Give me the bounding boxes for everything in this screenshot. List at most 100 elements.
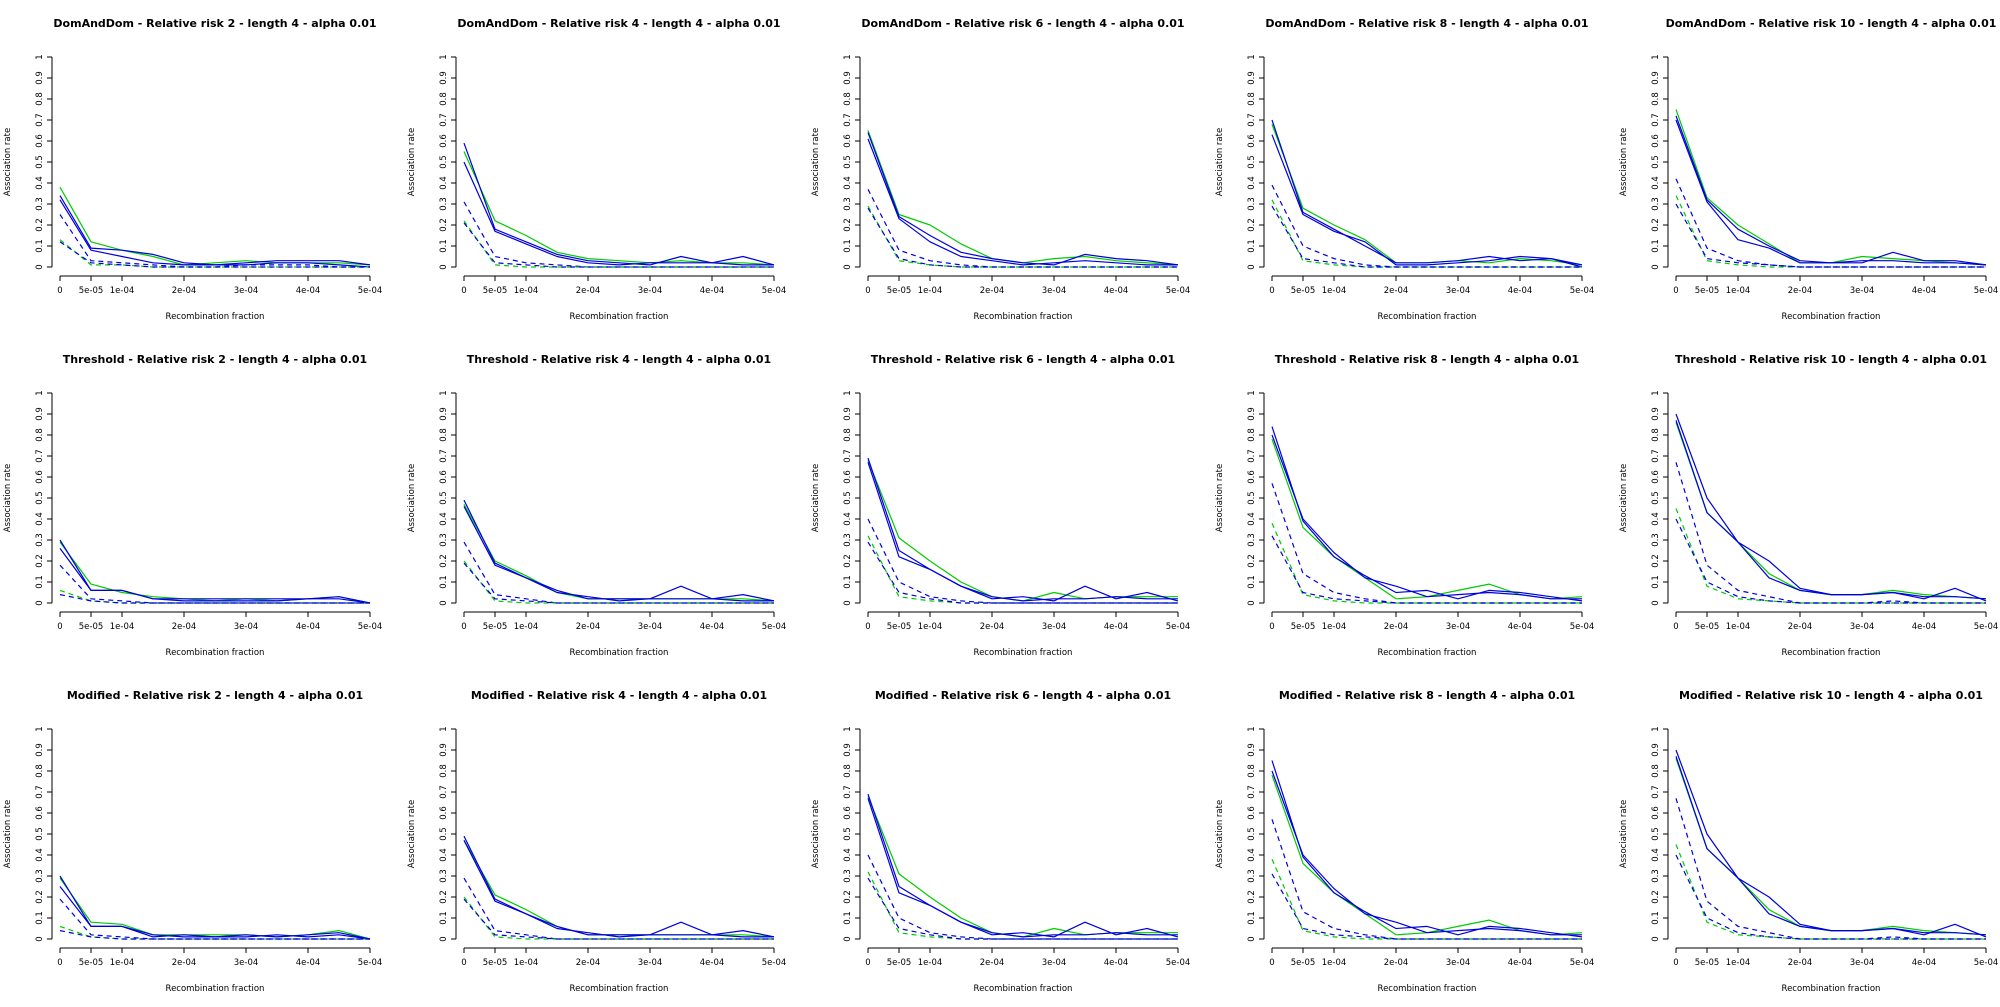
y-tick-label: 0.3 (439, 533, 449, 547)
y-axis-label: Association rate (3, 128, 13, 196)
y-tick-label: 0.4 (843, 512, 853, 526)
x-axis-label: Recombination fraction (570, 984, 669, 994)
series-line-blue-dashed (1271, 483, 1582, 604)
y-tick-label: 0.9 (439, 71, 449, 85)
y-tick-label: 1 (35, 390, 45, 395)
y-tick-label: 1 (843, 54, 853, 59)
x-axis-label: Recombination fraction (1782, 312, 1881, 322)
y-tick-label: 0.8 (439, 92, 449, 106)
series-line-green-dashed (867, 871, 1178, 940)
y-tick-label: 0 (35, 936, 45, 941)
y-tick-label: 0.5 (843, 827, 853, 841)
x-tick-label: 3e-04 (1850, 622, 1875, 632)
x-axis-label: Recombination fraction (166, 984, 265, 994)
x-tick-label: 2e-04 (172, 958, 197, 968)
y-tick-label: 0 (1247, 936, 1257, 941)
chart-panel: Threshold - Relative risk 4 - length 4 -… (404, 336, 804, 671)
chart-title: DomAndDom - Relative risk 6 - length 4 -… (861, 17, 1184, 30)
y-tick-label: 0.3 (439, 869, 449, 883)
y-tick-label: 0 (35, 600, 45, 605)
y-tick-label: 0.8 (1651, 764, 1661, 778)
x-tick-label: 3e-04 (638, 622, 663, 632)
y-tick-label: 0.7 (1651, 113, 1661, 127)
y-tick-label: 0.1 (1247, 911, 1257, 925)
x-tick-label: 1e-04 (110, 622, 135, 632)
x-tick-label: 4e-04 (700, 286, 725, 296)
y-tick-label: 0.7 (1247, 449, 1257, 463)
chart-panel: DomAndDom - Relative risk 6 - length 4 -… (808, 0, 1208, 335)
x-axis-label: Recombination fraction (570, 312, 669, 322)
series-line-green-solid (1271, 123, 1583, 266)
y-tick-label: 0.2 (1651, 554, 1661, 568)
y-tick-label: 0.9 (843, 407, 853, 421)
y-tick-label: 0.5 (439, 491, 449, 505)
x-tick-label: 5e-05 (483, 286, 508, 296)
y-tick-label: 0.7 (35, 113, 45, 127)
x-tick-label: 4e-04 (1104, 286, 1129, 296)
y-tick-label: 0.9 (35, 743, 45, 757)
chart-svg: DomAndDom - Relative risk 4 - length 4 -… (407, 17, 786, 322)
series-line-blue-solid (463, 840, 774, 938)
x-tick-label: 5e-05 (1695, 286, 1720, 296)
chart-panel: Modified - Relative risk 2 - length 4 - … (0, 672, 400, 1007)
series-line-green-dashed (1675, 844, 1986, 940)
x-tick-label: 4e-04 (1508, 622, 1533, 632)
series-line-green-solid (867, 459, 1178, 602)
x-tick-label: 4e-04 (296, 286, 321, 296)
series-line-blue-solid (867, 798, 1178, 938)
y-tick-label: 0 (1247, 264, 1257, 269)
y-tick-label: 0.1 (35, 575, 45, 589)
y-tick-label: 0.3 (1651, 533, 1661, 547)
y-tick-label: 1 (1247, 54, 1257, 59)
series-line-green-solid (463, 151, 775, 266)
y-tick-label: 0 (439, 264, 449, 269)
x-axis-label: Recombination fraction (1782, 648, 1881, 658)
x-tick-label: 0 (57, 958, 62, 968)
y-tick-label: 0.2 (1651, 890, 1661, 904)
y-tick-label: 1 (1247, 726, 1257, 731)
y-tick-label: 0.8 (1247, 428, 1257, 442)
chart-title: Threshold - Relative risk 2 - length 4 -… (63, 353, 367, 366)
y-tick-label: 0.2 (843, 218, 853, 232)
y-tick-label: 0.4 (1247, 512, 1257, 526)
series-line-blue-solid (1271, 770, 1582, 936)
x-tick-label: 4e-04 (296, 958, 321, 968)
y-tick-label: 0.1 (843, 911, 853, 925)
y-tick-label: 0 (35, 264, 45, 269)
y-tick-label: 1 (1651, 54, 1661, 59)
chart-svg: Modified - Relative risk 8 - length 4 - … (1215, 689, 1594, 994)
y-tick-label: 0.5 (1651, 155, 1661, 169)
series-line-blue-solid (463, 506, 774, 602)
y-axis-label: Association rate (811, 464, 821, 532)
x-tick-label: 0 (1673, 286, 1678, 296)
y-tick-label: 0.8 (35, 428, 45, 442)
y-tick-label: 0.7 (1247, 785, 1257, 799)
x-tick-label: 0 (865, 286, 870, 296)
y-tick-label: 0.7 (1651, 449, 1661, 463)
y-tick-label: 0 (1651, 936, 1661, 941)
x-tick-label: 3e-04 (1446, 958, 1471, 968)
x-tick-label: 3e-04 (1042, 286, 1067, 296)
y-tick-label: 0.6 (1651, 134, 1661, 148)
x-tick-label: 2e-04 (980, 286, 1005, 296)
series-line-green-dashed (59, 239, 370, 268)
x-tick-label: 5e-05 (887, 958, 912, 968)
series-line-blue-solid (867, 457, 1179, 602)
y-tick-label: 0.5 (439, 827, 449, 841)
x-tick-label: 3e-04 (1446, 286, 1471, 296)
chart-svg: Modified - Relative risk 10 - length 4 -… (1619, 689, 1998, 994)
y-tick-label: 0.2 (35, 890, 45, 904)
x-tick-label: 3e-04 (234, 622, 259, 632)
chart-title: DomAndDom - Relative risk 2 - length 4 -… (53, 17, 376, 30)
series-line-blue-solid (59, 199, 371, 268)
x-axis-label: Recombination fraction (1378, 648, 1477, 658)
x-tick-label: 1e-04 (918, 286, 943, 296)
y-tick-label: 0.1 (35, 911, 45, 925)
x-tick-label: 5e-05 (1291, 622, 1316, 632)
x-tick-label: 1e-04 (918, 958, 943, 968)
series-line-green-dashed (867, 205, 1178, 268)
chart-svg: Modified - Relative risk 4 - length 4 - … (407, 689, 786, 994)
y-tick-label: 0.1 (35, 239, 45, 253)
y-tick-label: 0.8 (843, 92, 853, 106)
